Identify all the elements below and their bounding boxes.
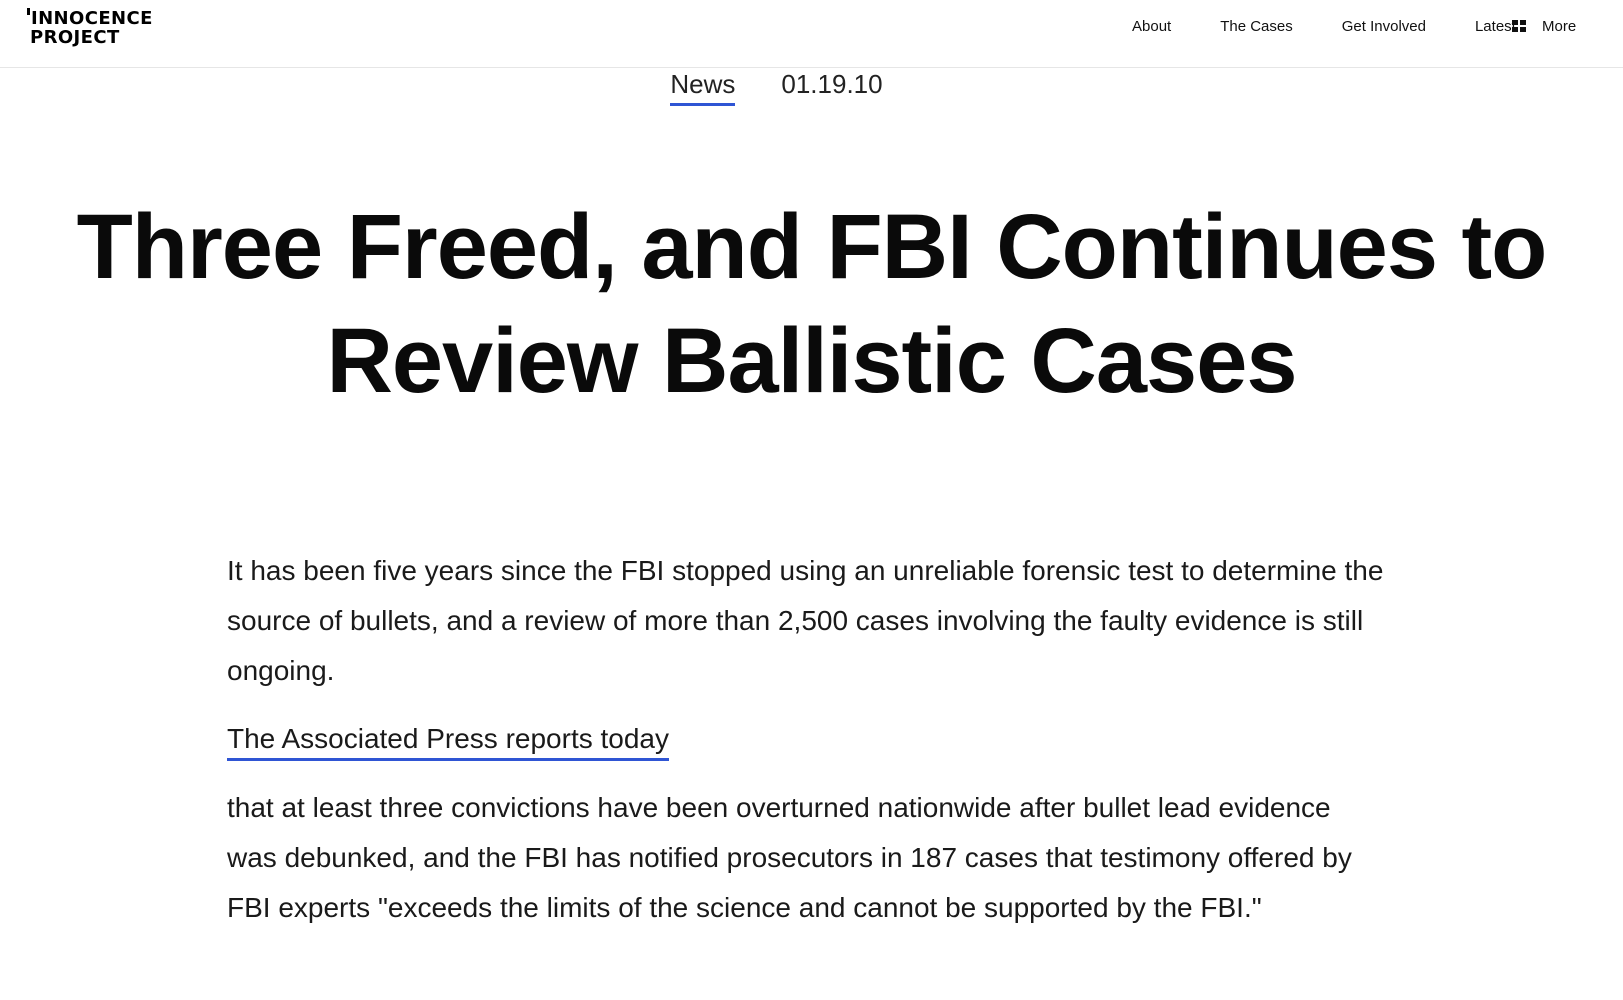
nav-item-get-involved[interactable]: Get Involved (1341, 17, 1426, 35)
site-header: INNOCENCE PROJECT About The Cases Get In… (0, 0, 1623, 68)
article-date: 01.19.10 (781, 69, 883, 99)
article-title: Three Freed, and FBI Continues to Review… (76, 196, 1548, 412)
nav-item-the-cases[interactable]: The Cases (1220, 17, 1293, 35)
nav-item-about[interactable]: About (1132, 17, 1172, 35)
logo-mark-icon (27, 8, 30, 15)
nav-item-latest[interactable]: Latest (1474, 17, 1516, 35)
article-body: It has been five years since the FBI sto… (227, 546, 1387, 933)
logo-text-line-1: INNOCENCE (31, 8, 153, 29)
category-link[interactable]: News (670, 70, 736, 106)
innocence-project-logo[interactable]: INNOCENCE PROJECT (27, 8, 153, 47)
grid-icon (1512, 20, 1526, 32)
more-menu-button[interactable]: More (1512, 0, 1576, 52)
logo-line-1: INNOCENCE (27, 8, 153, 28)
more-menu-label: More (1542, 17, 1577, 35)
associated-press-link[interactable]: The Associated Press reports today (227, 722, 669, 761)
logo-line-2: PROJECT (30, 27, 120, 48)
article-meta: News 01.19.10 (0, 70, 1623, 106)
article-paragraph-2: that at least three convictions have bee… (227, 792, 1352, 923)
main-nav: About The Cases Get Involved Latest (1132, 0, 1516, 52)
article-paragraph-1: It has been five years since the FBI sto… (227, 555, 1384, 686)
